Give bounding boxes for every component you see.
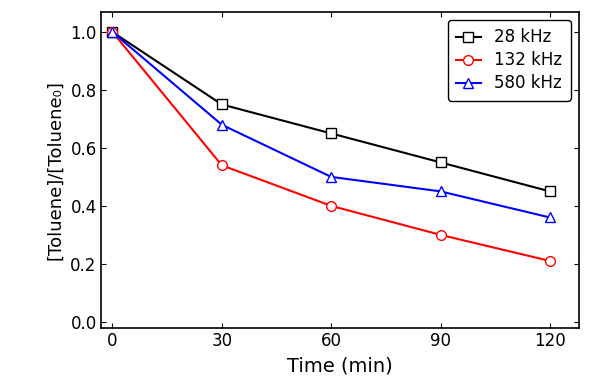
Y-axis label: [Toluene]/[Toluene₀]: [Toluene]/[Toluene₀] (47, 80, 64, 260)
580 kHz (328, 175, 335, 179)
X-axis label: Time (min): Time (min) (287, 356, 393, 375)
132 kHz (437, 232, 444, 237)
28 kHz (546, 189, 553, 194)
132 kHz (546, 259, 553, 263)
580 kHz (437, 189, 444, 194)
28 kHz (109, 30, 116, 34)
Line: 28 kHz: 28 kHz (107, 27, 555, 196)
132 kHz (219, 163, 226, 168)
Legend: 28 kHz, 132 kHz, 580 kHz: 28 kHz, 132 kHz, 580 kHz (448, 20, 571, 101)
132 kHz (109, 30, 116, 34)
28 kHz (437, 160, 444, 165)
28 kHz (219, 102, 226, 107)
580 kHz (219, 122, 226, 127)
132 kHz (328, 204, 335, 208)
28 kHz (328, 131, 335, 136)
580 kHz (546, 215, 553, 220)
580 kHz (109, 30, 116, 34)
Line: 132 kHz: 132 kHz (107, 27, 555, 266)
Line: 580 kHz: 580 kHz (107, 27, 555, 222)
